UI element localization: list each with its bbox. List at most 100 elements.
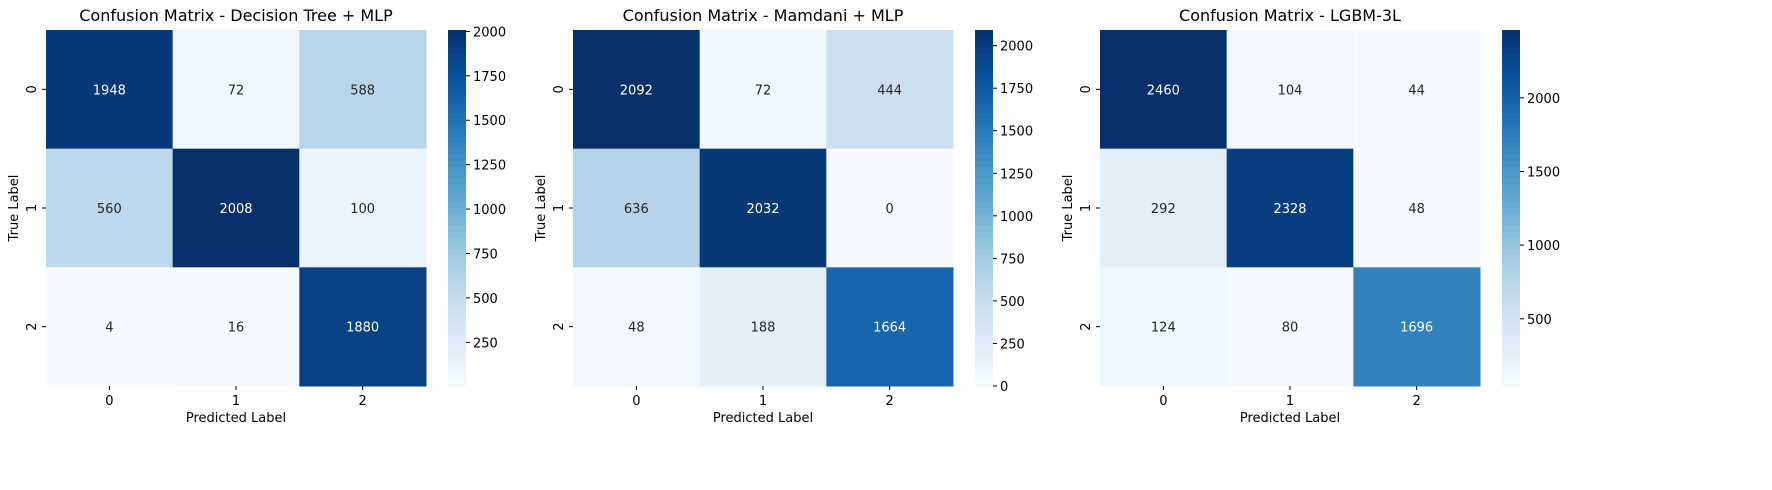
colorbar-segment — [1502, 213, 1520, 221]
heatmap-panel-1: Confusion Matrix - Mamdani + MLP 2092 72 44… — [534, 6, 1033, 426]
cell-value-label: 188 — [751, 321, 776, 336]
colorbar-segment — [1502, 308, 1520, 316]
colorbar-segment — [448, 297, 466, 304]
colorbar-segment — [975, 95, 993, 102]
heatmap-cell — [299, 267, 427, 387]
colorbar-segment — [975, 213, 993, 221]
colorbar-segment — [1502, 130, 1520, 138]
cell-value-label: 560 — [97, 202, 122, 217]
colorbar-segment — [448, 374, 466, 381]
colorbar-segment — [448, 178, 466, 185]
colorbar-segment — [975, 219, 993, 227]
colorbar-segment — [975, 326, 993, 334]
colorbar-segment — [975, 178, 993, 185]
y-tick-label: 0 — [1079, 85, 1094, 93]
colorbar-segment — [975, 267, 993, 274]
colorbar-segment — [448, 113, 466, 120]
colorbar-segment — [975, 172, 993, 179]
colorbar-segment — [1502, 154, 1520, 162]
colorbar-segment — [1502, 362, 1520, 369]
y-tick-label: 1 — [552, 204, 567, 212]
colorbar-segment — [1502, 59, 1520, 67]
colorbar-segment — [975, 368, 993, 375]
colorbar-segment — [975, 119, 993, 126]
x-tick-label: 2 — [359, 394, 367, 409]
x-tick-label: 1 — [232, 394, 240, 409]
colorbar-segment — [975, 184, 993, 191]
cell-value-label: 44 — [1408, 83, 1425, 98]
colorbar-segment — [448, 362, 466, 369]
colorbar-segment — [1502, 314, 1520, 322]
colorbar-segment — [448, 302, 466, 310]
colorbar-segment — [448, 338, 466, 346]
colorbar-segment — [448, 314, 466, 322]
colorbar-segment — [975, 35, 993, 43]
colorbar-segment — [1502, 77, 1520, 84]
heatmap-panel-2: Confusion Matrix - LGBM-3L 2460 104 44 292 23… — [1061, 6, 1560, 426]
cell-value-label: 72 — [228, 83, 245, 98]
colorbar-segment — [1502, 190, 1520, 197]
colorbar-tick-label: 500 — [473, 292, 498, 307]
x-tick-label: 1 — [1286, 394, 1294, 409]
colorbar-segment — [448, 119, 466, 126]
colorbar-tick-label: 1000 — [1000, 210, 1033, 225]
colorbar-segment — [1502, 166, 1520, 173]
y-axis-label: True Label — [1061, 175, 1076, 243]
colorbar-segment — [448, 255, 466, 262]
heatmap-cell — [1100, 267, 1228, 387]
colorbar-segment — [1502, 219, 1520, 227]
colorbar-segment — [448, 95, 466, 102]
colorbar-segment — [975, 47, 993, 55]
colorbar-segment — [975, 142, 993, 150]
cell-value-label: 2460 — [1147, 83, 1180, 98]
colorbar-segment — [975, 362, 993, 369]
y-tick-label: 1 — [1079, 204, 1094, 212]
colorbar-segment — [448, 279, 466, 286]
colorbar-segment — [448, 249, 466, 257]
colorbar-segment — [448, 154, 466, 162]
cell-value-label: 16 — [228, 321, 245, 336]
colorbar-segment — [1502, 142, 1520, 150]
heatmap-cell — [172, 148, 300, 268]
cell-value-label: 2032 — [746, 202, 779, 217]
colorbar: 500 1000 1500 2000 — [1502, 30, 1560, 387]
chart-title: Confusion Matrix - Mamdani + MLP — [623, 6, 904, 25]
colorbar-segment — [975, 71, 993, 79]
heatmap-cell — [1100, 148, 1228, 268]
cell-value-label: 100 — [350, 202, 375, 217]
heatmap-cell — [1226, 30, 1354, 150]
colorbar-tick-label: 1250 — [473, 159, 506, 174]
colorbar-segment — [975, 83, 993, 90]
colorbar-segment — [448, 148, 466, 156]
cell-value-label: 2092 — [620, 83, 653, 98]
colorbar-tick-label: 2000 — [1527, 92, 1560, 107]
colorbar-segment — [975, 302, 993, 310]
colorbar-segment — [975, 344, 993, 351]
cell-value-label: 80 — [1282, 321, 1299, 336]
colorbar-segment — [1502, 148, 1520, 156]
colorbar-segment — [975, 30, 993, 37]
colorbar-segment — [975, 107, 993, 114]
colorbar-segment — [448, 208, 466, 215]
colorbar-segment — [975, 243, 993, 251]
colorbar-segment — [448, 368, 466, 375]
cell-value-label: 72 — [755, 83, 772, 98]
heatmap-cell — [1226, 267, 1354, 387]
colorbar-segment — [1502, 255, 1520, 262]
colorbar-segment — [448, 243, 466, 251]
colorbar-segment — [975, 297, 993, 304]
colorbar-segment — [1502, 35, 1520, 43]
colorbar-segment — [448, 136, 466, 144]
colorbar-segment — [448, 190, 466, 197]
colorbar-segment — [1502, 285, 1520, 292]
cell-value-label: 0 — [886, 202, 894, 217]
colorbar-segment — [1502, 95, 1520, 102]
colorbar-segment — [1502, 249, 1520, 257]
colorbar-segment — [1502, 208, 1520, 215]
colorbar-segment — [1502, 83, 1520, 90]
colorbar-segment — [975, 202, 993, 209]
y-axis-label: True Label — [534, 175, 549, 243]
colorbar-segment — [975, 53, 993, 61]
colorbar-segment — [975, 374, 993, 381]
